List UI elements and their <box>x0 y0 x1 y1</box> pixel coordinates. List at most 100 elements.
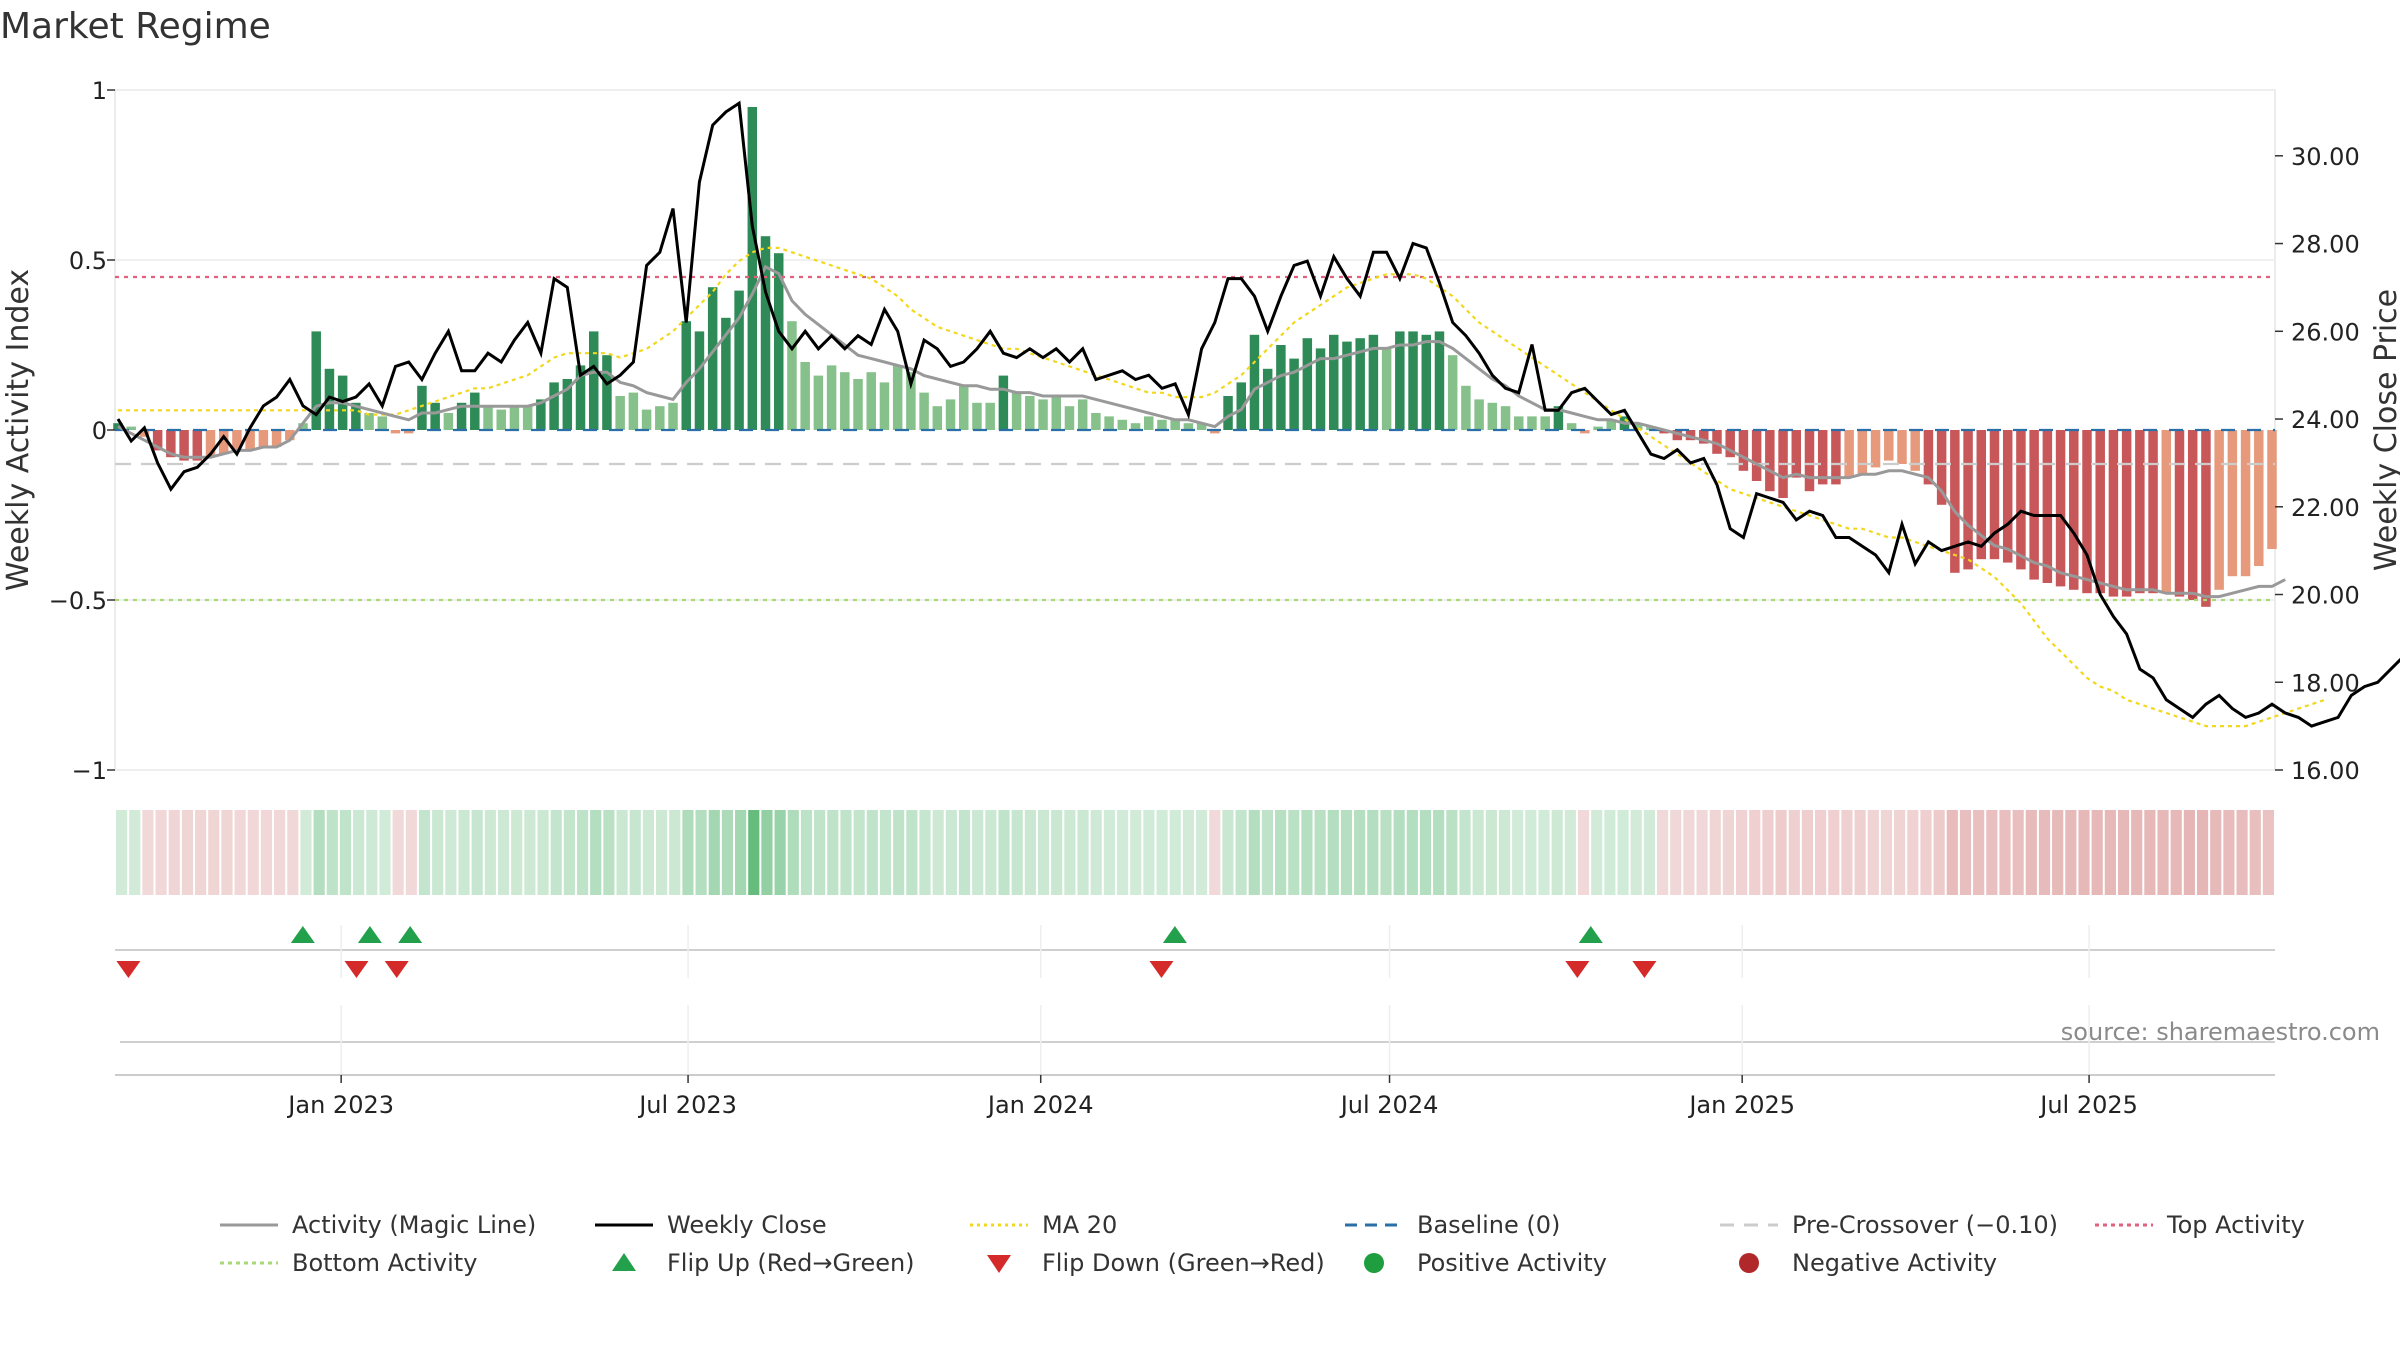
activity-bar <box>1791 430 1802 478</box>
activity-bar <box>826 365 837 430</box>
activity-bar <box>1395 331 1405 430</box>
regime-strip-cell <box>656 810 668 895</box>
activity-bar <box>800 362 810 430</box>
activity-bar <box>1051 396 1061 430</box>
activity-bar <box>1421 334 1431 430</box>
activity-bar <box>1170 419 1180 430</box>
legend-item: Flip Down (Green→Red) <box>987 1249 1325 1277</box>
regime-strip-cell <box>1643 810 1655 895</box>
activity-bar <box>1447 355 1458 430</box>
regime-strip-cell <box>2091 810 2103 895</box>
activity-bar <box>879 382 890 430</box>
activity-bar <box>575 365 586 430</box>
y-tick-label: 0.5 <box>69 247 107 275</box>
regime-strip-cell <box>1775 810 1787 895</box>
y-axis-label-right: Weekly Close Price <box>2369 289 2400 571</box>
regime-strip-cell <box>1130 810 1142 895</box>
flip-down-marker <box>384 961 409 978</box>
regime-strip-cell <box>1433 810 1445 895</box>
regime-strip-cell <box>616 810 628 895</box>
x-tick-label: Jul 2025 <box>2038 1091 2138 1119</box>
regime-strip-cell <box>1261 810 1274 895</box>
activity-bar <box>1672 430 1683 441</box>
regime-strip-cell <box>787 810 799 895</box>
regime-strip-cell <box>840 810 852 895</box>
flip-down-marker <box>344 961 369 978</box>
activity-bar <box>1236 382 1246 430</box>
activity-bar <box>1474 399 1484 430</box>
activity-bar <box>1527 416 1537 430</box>
activity-bar <box>364 413 374 430</box>
activity-bar <box>1765 430 1775 492</box>
regime-strip-cell <box>800 810 813 895</box>
activity-bar <box>2055 430 2066 587</box>
activity-bar <box>1315 348 1326 430</box>
activity-bar <box>1368 334 1379 430</box>
regime-strip-cell <box>1116 810 1129 895</box>
regime-strip-cell <box>1749 810 1761 895</box>
activity-bar <box>1355 338 1365 430</box>
activity-bar <box>694 331 705 430</box>
flip-up-marker <box>290 926 315 943</box>
activity-bar <box>2029 430 2039 580</box>
activity-bar <box>1144 416 1154 430</box>
activity-bar <box>1011 392 1022 430</box>
regime-strip-cell <box>116 810 128 895</box>
activity-bar <box>2187 430 2198 600</box>
activity-bar <box>2042 430 2053 583</box>
regime-strip-cell <box>695 810 707 895</box>
regime-strip-cell <box>326 810 338 895</box>
ma20-line <box>118 246 2326 728</box>
regime-strip-cell <box>1182 810 1194 895</box>
regime-strip-cell <box>1986 810 1998 895</box>
activity-bar <box>1804 430 1815 492</box>
activity-bar <box>628 392 639 430</box>
legend-item: Bottom Activity <box>220 1249 477 1277</box>
activity-bar <box>892 365 903 430</box>
regime-strip-cell <box>1591 810 1603 895</box>
activity-bar <box>840 372 850 430</box>
activity-bar <box>271 430 282 447</box>
regime-strip-cell <box>853 810 865 895</box>
regime-strip-cell <box>1472 810 1484 895</box>
activity-bar <box>1870 430 1881 468</box>
activity-bar <box>152 430 163 451</box>
regime-strip-cell <box>1894 810 1906 895</box>
activity-bar <box>1223 396 1233 430</box>
regime-strip-cell <box>774 810 786 895</box>
activity-bar <box>2002 430 2013 563</box>
regime-strip-cell <box>708 810 720 895</box>
activity-bar <box>139 430 150 437</box>
activity-bar <box>2267 430 2277 549</box>
activity-bar <box>1381 348 1392 430</box>
x-tick-label: Jan 2024 <box>986 1091 1094 1119</box>
flip-down-marker <box>1632 961 1657 978</box>
regime-strip-cell <box>195 810 207 895</box>
regime-strip-cell <box>932 810 944 895</box>
regime-strip-cell <box>2144 810 2156 895</box>
activity-bar <box>2121 430 2132 597</box>
regime-strip-cell <box>2025 810 2037 895</box>
regime-strip-cell <box>524 810 536 895</box>
regime-strip-cell <box>603 810 615 895</box>
regime-strip-cell <box>1841 810 1853 895</box>
activity-bar <box>1262 368 1273 430</box>
regime-strip-cell <box>221 810 233 895</box>
activity-bar <box>192 430 203 461</box>
activity-bar <box>1487 402 1498 430</box>
y2-tick-label: 20.00 <box>2291 582 2360 610</box>
regime-strip-cell <box>1077 810 1089 895</box>
regime-strip-cell <box>1630 810 1642 895</box>
regime-strip-cell <box>2052 810 2064 895</box>
regime-strip-cell <box>1551 810 1563 895</box>
regime-strip-cell <box>1327 810 1339 895</box>
activity-bar <box>377 416 388 430</box>
activity-bar <box>470 392 480 430</box>
activity-bar <box>245 430 255 451</box>
activity-bar <box>1989 430 2000 560</box>
legend-label: Bottom Activity <box>292 1249 477 1277</box>
regime-strip-cell <box>1459 810 1471 895</box>
activity-bar <box>1500 406 1511 430</box>
activity-bar <box>1104 416 1114 430</box>
activity-bar <box>1963 430 1973 570</box>
